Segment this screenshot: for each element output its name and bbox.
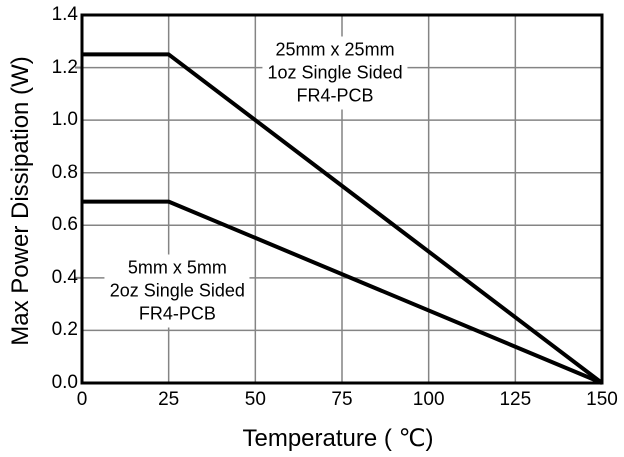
y-axis-tick-label: 1.2 <box>51 56 78 78</box>
x-axis-title: Temperature ( ℃) <box>242 425 434 452</box>
x-axis-tick-label: 100 <box>412 389 445 410</box>
y-axis-tick-label: 0.4 <box>51 266 78 288</box>
y-axis-tick-label: 0.2 <box>51 319 78 341</box>
x-axis-tick-label: 125 <box>499 389 532 410</box>
x-axis-tick-label: 0 <box>76 389 88 410</box>
x-axis-tick-label: 75 <box>331 389 353 410</box>
y-axis-tick-label: 0.6 <box>51 214 78 236</box>
y-axis-tick-label: 0.0 <box>51 372 78 393</box>
x-axis-tick-label: 50 <box>244 389 266 410</box>
y-axis-tick-label: 0.8 <box>51 161 78 183</box>
y-axis-tick-label: 1.4 <box>51 4 78 25</box>
y-axis-tick-label: 1.0 <box>51 109 78 131</box>
x-axis-tick-label: 150 <box>586 389 618 410</box>
y-axis-title: Max Power Dissipation (W) <box>7 56 34 346</box>
x-axis-tick-label: 25 <box>158 389 180 410</box>
